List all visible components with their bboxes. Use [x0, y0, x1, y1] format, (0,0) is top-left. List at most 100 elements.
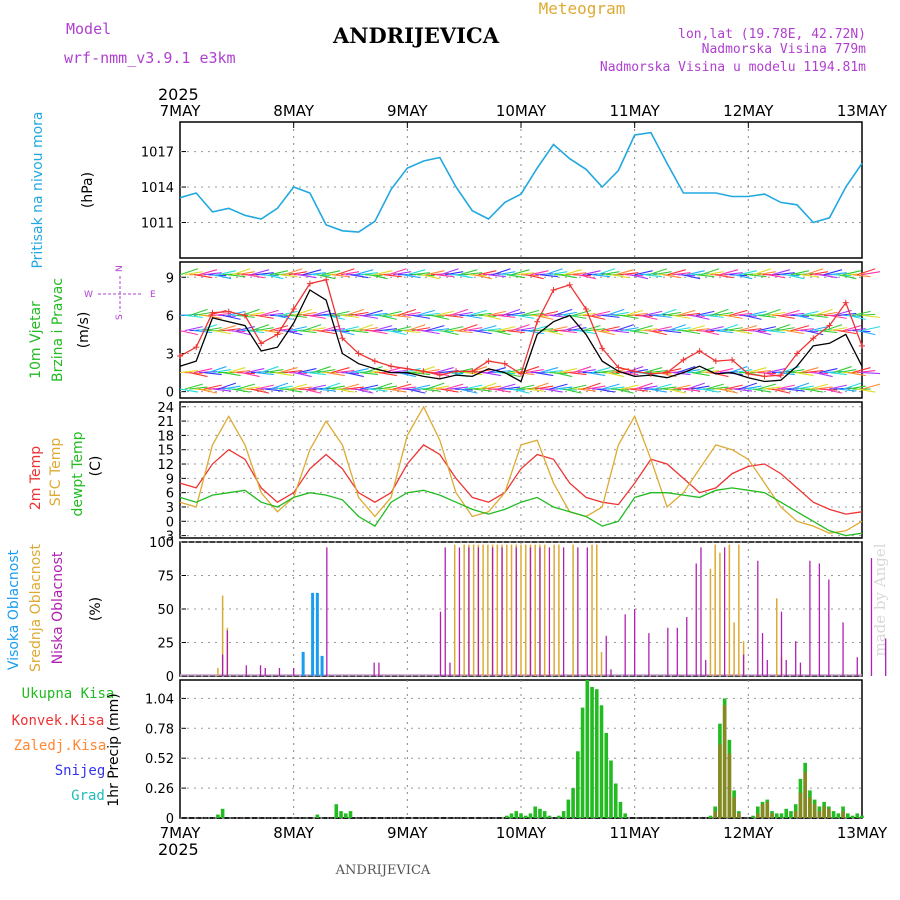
wind-barb [430, 328, 450, 332]
wind-barb [464, 314, 483, 319]
wind-barb [814, 372, 833, 378]
wind-barb [241, 372, 260, 378]
wind-barb [648, 313, 667, 316]
wind-barb [771, 371, 791, 374]
precip-total-bar [756, 806, 760, 818]
precip-total-bar [831, 811, 836, 818]
wind-gust-marker [355, 350, 362, 357]
wind-barb [430, 385, 450, 390]
wind-barb [828, 372, 847, 376]
wind-barb [767, 368, 786, 374]
wind-barb [407, 388, 426, 394]
wind-barb [776, 314, 795, 319]
wind-barb [852, 367, 871, 374]
wind-barb [601, 271, 620, 276]
wind-barb [639, 328, 658, 332]
wind-barb [535, 372, 554, 377]
y-tick-label-p2: 9 [166, 271, 174, 286]
wind-barb [819, 274, 838, 279]
wind-barb [468, 387, 487, 390]
precip-legend-item: Konvek.Kisa [12, 713, 105, 729]
wind-barb [213, 312, 232, 316]
wind-barb [781, 309, 800, 316]
precip-total-bar [538, 808, 542, 818]
wind-barb [459, 388, 478, 394]
wind-barb [861, 314, 881, 318]
y-tick-label-p5: 0.52 [145, 752, 174, 767]
wind-barb [497, 314, 516, 318]
top-day-tick-label: 11MAY [610, 102, 661, 120]
wind-barb [378, 314, 398, 320]
wind-barb [284, 330, 303, 336]
wind-barb [823, 388, 843, 394]
wind-barb [284, 388, 303, 393]
wind-barb [407, 324, 426, 332]
y-tick-label-p3: 24 [157, 401, 174, 416]
wind-barb [715, 274, 734, 279]
wind-barb [393, 314, 412, 318]
precip-total-bar [343, 813, 348, 818]
wind-barb [833, 366, 852, 374]
wind-gust-marker [631, 368, 638, 375]
y-axis-label-p1: (hPa) [80, 172, 96, 208]
wind-barb [823, 269, 843, 276]
precip-legend-item: Grad [71, 788, 105, 804]
wind-barb [402, 274, 421, 279]
wind-barb [852, 274, 871, 278]
chart-kind-title: Meteogram [539, 0, 626, 18]
wind-barb [487, 310, 506, 316]
wind-barb [355, 371, 374, 374]
wind-barb [194, 368, 213, 374]
wind-barb [222, 328, 241, 332]
wind-barb [691, 372, 710, 377]
wind-barb [312, 309, 331, 316]
y-tick-label-p5: 1.04 [145, 692, 174, 707]
wind-barb [525, 330, 544, 335]
wind-barb [440, 313, 459, 316]
wind-barb [828, 314, 847, 319]
wind-barb [336, 388, 355, 393]
compass-west: W [84, 290, 93, 300]
y-axis-label-p4: (%) [88, 597, 104, 621]
precip-conv-bar [765, 801, 770, 818]
wind-barb [667, 388, 686, 394]
wind-gust-marker [534, 318, 541, 325]
y-tick-label-p4: 50 [157, 603, 174, 618]
wind-barb [629, 274, 649, 280]
wind-barb [336, 313, 355, 316]
precip-conv-bar [822, 806, 826, 818]
top-day-tick-label: 7MAY [160, 102, 202, 120]
precip-conv-bar [722, 705, 727, 818]
precip-conv-bar [793, 811, 798, 818]
wind-barb [435, 274, 454, 278]
wind-barb [317, 312, 336, 316]
wind-barb [805, 330, 824, 336]
panel-frame-3 [179, 401, 863, 539]
wind-barb [378, 328, 397, 332]
wind-barb [184, 383, 203, 390]
wind-barb [568, 327, 587, 332]
bottom-year-label: 2025 [158, 840, 199, 859]
wind-barb [525, 388, 544, 392]
wind-barb [809, 271, 828, 276]
wind-barb [336, 268, 355, 276]
wind-barb [838, 274, 857, 280]
wind-gust-marker [599, 345, 606, 352]
wind-barb [838, 330, 857, 335]
y-tick-label-p5: 0.26 [145, 782, 174, 797]
y-tick-label-p4: 100 [149, 536, 174, 551]
wind-barb [771, 269, 791, 276]
wind-barb [615, 388, 634, 394]
wind-barb [748, 367, 767, 374]
wind-barb [738, 325, 758, 332]
precip-total-bar [566, 799, 571, 818]
wind-barb [198, 388, 218, 394]
wind-barb [369, 369, 388, 374]
wind-barb [729, 366, 748, 374]
precip-total-bar [315, 814, 320, 818]
wind-barb [710, 386, 729, 390]
wind-barb [411, 384, 431, 390]
cloud-mid-side-label: Srednja Oblacnost [28, 544, 44, 672]
wind-barb [208, 366, 227, 374]
